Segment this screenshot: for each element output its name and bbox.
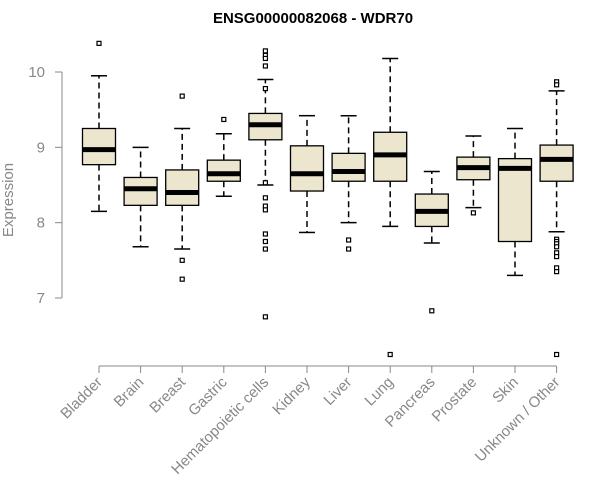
- outlier-point: [262, 180, 268, 186]
- outlier-point: [262, 246, 268, 252]
- outlier-point: [96, 40, 102, 46]
- box-breast: [165, 93, 200, 282]
- box-pancreas: [414, 170, 449, 314]
- outlier-point: [262, 63, 268, 69]
- outlier-point: [262, 55, 268, 62]
- y-tick-label: 9: [37, 139, 45, 156]
- y-tick-label: 10: [28, 64, 45, 81]
- x-tick-label: Lung: [361, 374, 397, 410]
- iqr-box: [289, 145, 325, 192]
- x-tick-label: Brain: [111, 374, 148, 411]
- iqr-box: [81, 127, 117, 166]
- outlier-point: [262, 85, 268, 92]
- box-series: [81, 40, 574, 358]
- iqr-box: [123, 176, 158, 206]
- outlier-point: [470, 210, 476, 216]
- outlier-point: [221, 116, 227, 123]
- iqr-box: [165, 169, 200, 206]
- y-tick-label: 7: [37, 290, 45, 307]
- box-unknown-other: [539, 79, 574, 358]
- y-axis: 7 8 9 10: [28, 64, 63, 307]
- box-skin: [497, 127, 533, 277]
- outlier-point: [553, 82, 560, 88]
- x-tick-label: Breast: [146, 373, 189, 416]
- outlier-point: [553, 351, 560, 358]
- iqr-box: [497, 157, 533, 243]
- iqr-box: [206, 159, 241, 182]
- box-lung: [373, 57, 408, 358]
- outlier-point: [346, 237, 352, 243]
- y-axis-label: Expression: [0, 163, 17, 237]
- box-gastric: [206, 116, 241, 198]
- outlier-point: [262, 207, 268, 213]
- outlier-point: [262, 48, 268, 54]
- outlier-point: [262, 314, 268, 320]
- outlier-point: [553, 253, 560, 260]
- x-tick-label: Skin: [489, 374, 522, 407]
- outlier-point: [262, 238, 268, 245]
- iqr-box: [539, 144, 574, 182]
- outlier-point: [429, 308, 435, 314]
- outlier-point: [387, 351, 393, 358]
- iqr-box: [331, 152, 366, 182]
- chart-title: ENSG00000082068 - WDR70: [213, 10, 413, 27]
- box-liver: [331, 114, 366, 252]
- box-kidney: [289, 114, 325, 234]
- outlier-point: [262, 231, 268, 237]
- x-tick-label: Kidney: [269, 373, 314, 418]
- outlier-point: [179, 276, 185, 282]
- outlier-point: [262, 195, 268, 201]
- x-tick-label: Liver: [320, 374, 355, 409]
- y-tick-label: 8: [37, 215, 45, 232]
- box-hematopoietic-cells: [248, 48, 283, 320]
- box-brain: [123, 146, 158, 248]
- box-bladder: [81, 40, 117, 213]
- outlier-point: [179, 93, 185, 99]
- outlier-point: [346, 246, 352, 252]
- box-prostate: [456, 135, 491, 216]
- outlier-point: [553, 269, 560, 275]
- outlier-point: [179, 257, 185, 263]
- outlier-point: [553, 244, 560, 250]
- x-tick-label: Bladder: [57, 374, 106, 423]
- x-tick-label: Prostate: [429, 374, 481, 426]
